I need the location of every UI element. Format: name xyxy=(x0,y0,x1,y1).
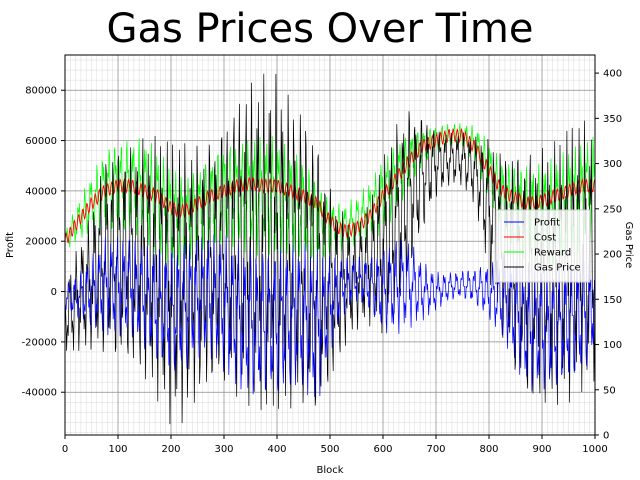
y2-tick-label: 50 xyxy=(603,385,616,396)
y-tick-label: -20000 xyxy=(22,337,57,348)
x-axis-ticks: 0 100 200 300 400 500 600 700 800 900 1000 xyxy=(62,435,608,455)
legend-label: Cost xyxy=(534,233,556,244)
y-tick-label: 40000 xyxy=(25,186,57,197)
y2-tick-label: 100 xyxy=(603,340,622,351)
x-tick-label: 700 xyxy=(426,444,445,455)
x-tick-label: 600 xyxy=(373,444,392,455)
y2-tick-label: 350 xyxy=(603,114,622,125)
legend-label: Reward xyxy=(534,248,571,259)
x-tick-label: 0 xyxy=(62,444,68,455)
y2-tick-label: 200 xyxy=(603,250,622,261)
x-tick-label: 300 xyxy=(214,444,233,455)
legend-label: Profit xyxy=(534,218,560,229)
y-tick-label: 20000 xyxy=(25,237,57,248)
y-tick-label: -40000 xyxy=(22,388,57,399)
legend: Profit Cost Reward Gas Price xyxy=(495,209,591,283)
y2-tick-label: 300 xyxy=(603,159,622,170)
y2-axis-ticks: 0 50 100 150 200 250 300 350 400 xyxy=(595,69,622,442)
y2-tick-label: 0 xyxy=(603,431,609,442)
y2-tick-label: 400 xyxy=(603,69,622,80)
y-axis-ticks: -40000 -20000 0 20000 40000 60000 80000 xyxy=(22,86,65,399)
x-tick-label: 200 xyxy=(161,444,180,455)
x-axis-title: Block xyxy=(316,465,343,476)
y2-tick-label: 150 xyxy=(603,295,622,306)
y2-tick-label: 250 xyxy=(603,204,622,215)
x-tick-label: 800 xyxy=(479,444,498,455)
y-tick-label: 0 xyxy=(51,287,57,298)
x-tick-label: 1000 xyxy=(582,444,607,455)
y-tick-label: 80000 xyxy=(25,86,57,97)
y2-axis-title: Gas Price xyxy=(623,222,634,269)
x-tick-label: 400 xyxy=(267,444,286,455)
y-axis-title: Profit xyxy=(5,232,16,258)
x-tick-label: 500 xyxy=(320,444,339,455)
x-tick-label: 900 xyxy=(532,444,551,455)
series-line-profit xyxy=(64,234,596,398)
chart-title: Gas Prices Over Time xyxy=(106,6,533,52)
y-tick-label: 60000 xyxy=(25,136,57,147)
legend-label: Gas Price xyxy=(534,263,581,274)
x-tick-label: 100 xyxy=(108,444,127,455)
